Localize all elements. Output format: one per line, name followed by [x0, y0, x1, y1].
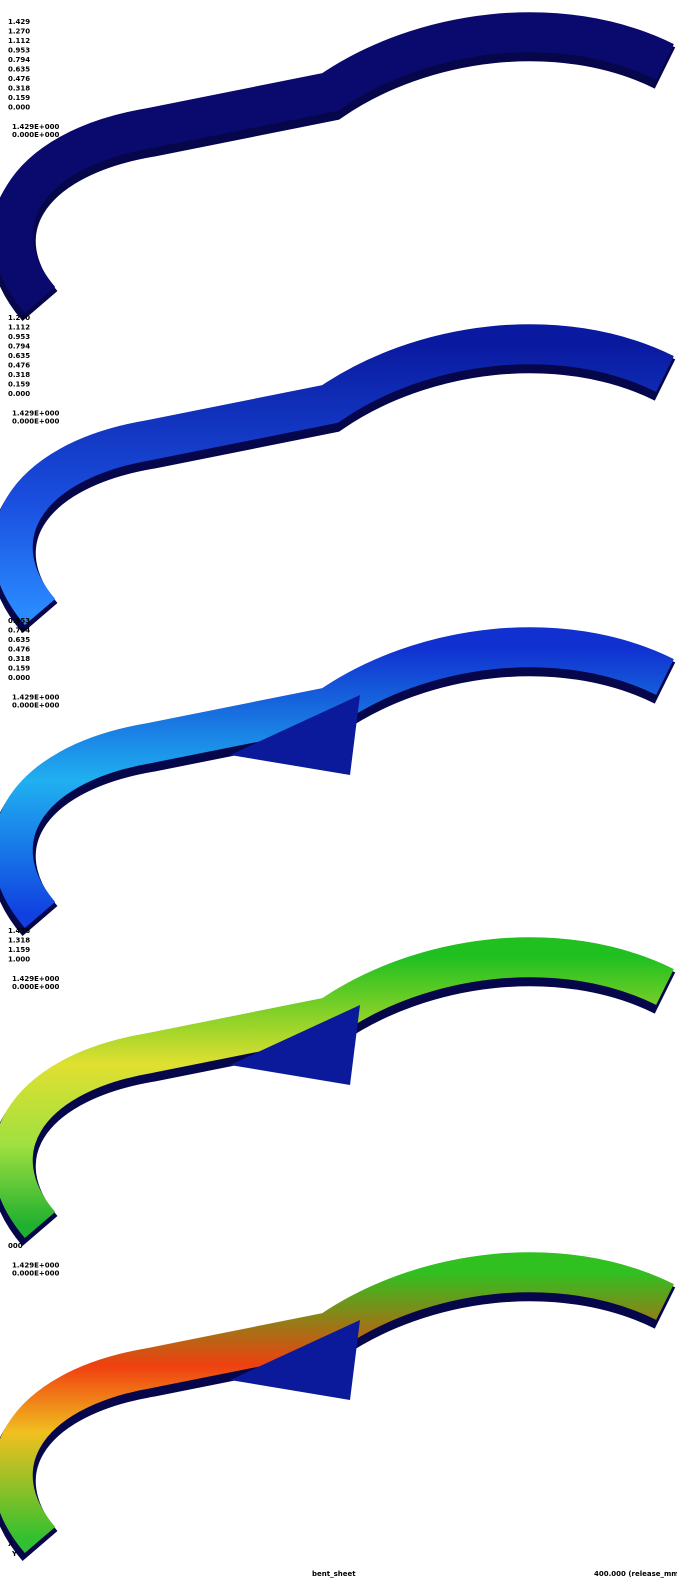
range-label: 0.000E+000 [12, 131, 60, 139]
legend-label: 0.159 [8, 665, 30, 673]
model-name: bent_sheet [312, 1570, 356, 1578]
legend-label: 0.476 [8, 75, 30, 83]
legend-label: 1.318 [8, 937, 30, 945]
legend-label: 0.476 [8, 362, 30, 370]
legend-label: 0.953 [8, 47, 30, 55]
legend-label: 1.112 [8, 324, 30, 332]
legend-label: 0.000 [8, 104, 30, 112]
range-label: 1.429E+000 [12, 1262, 60, 1270]
footer: X Y bent_sheet 400.000 (release_mm) [8, 1540, 677, 1578]
legend-label: 000 [8, 1242, 23, 1250]
legend-label: 0.318 [8, 85, 30, 93]
legend-label: 0.953 [8, 333, 30, 341]
legend-label: 1.000 [8, 956, 30, 964]
legend-label: 0.000 [8, 674, 30, 682]
info: 400.000 (release_mm) [594, 1570, 677, 1578]
range-label: 1.429E+000 [12, 975, 60, 983]
legend-label: 1.270 [8, 314, 30, 322]
legend-label: 1.429 [8, 18, 30, 26]
range-label: 0.000E+000 [12, 702, 60, 710]
legend-label: 1.112 [8, 37, 30, 45]
axis-x: X [8, 1540, 14, 1548]
range-label: 0.000E+000 [12, 1270, 60, 1278]
range-label: 1.429E+000 [12, 694, 60, 702]
legend-label: 0.635 [8, 636, 30, 644]
range-label: 0.000E+000 [12, 983, 60, 991]
legend-label: 1.159 [8, 946, 30, 954]
legend-label: 0.635 [8, 66, 30, 74]
legend-label: 0.953 [8, 617, 30, 625]
panels: 1.4291.2701.1120.9530.7940.6350.4760.318… [8, 18, 665, 1546]
screenshot: 1.4291.2701.1120.9530.7940.6350.4760.318… [0, 0, 677, 1579]
legend-label: 1.476 [8, 927, 30, 935]
legend-label: 0.635 [8, 352, 30, 360]
axis-y: Y [11, 1550, 18, 1558]
range-label: 1.429E+000 [12, 123, 60, 131]
legend-label: 0.318 [8, 655, 30, 663]
legend-label: 0.159 [8, 381, 30, 389]
legend-label: 0.318 [8, 371, 30, 379]
legend-label: 0.794 [8, 627, 30, 635]
legend-label: 0.794 [8, 343, 30, 351]
legend-label: 0.476 [8, 646, 30, 654]
legend-label: 0.000 [8, 390, 30, 398]
range-label: 0.000E+000 [12, 418, 60, 426]
legend-label: 0.159 [8, 94, 30, 102]
legend-label: 1.270 [8, 28, 30, 36]
legend-label: 0.794 [8, 56, 30, 64]
range-label: 1.429E+000 [12, 410, 60, 418]
